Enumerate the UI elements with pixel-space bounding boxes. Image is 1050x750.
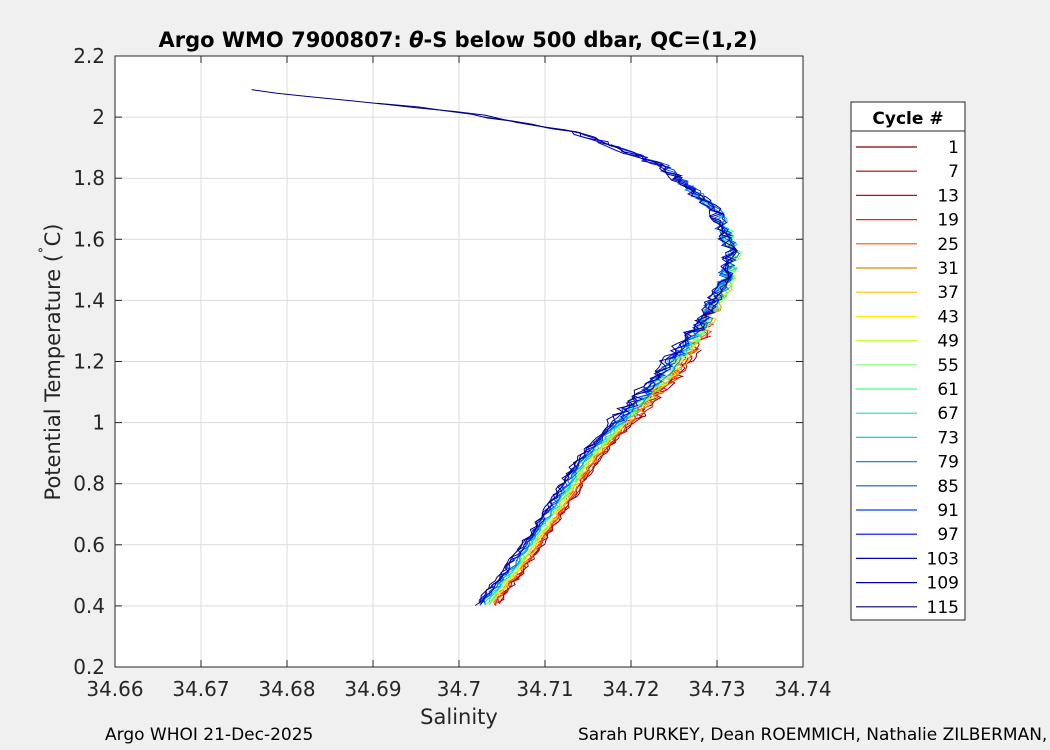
y-axis-label: Potential Temperature (˚C)	[38, 224, 65, 501]
legend-label-91: 91	[937, 501, 959, 521]
legend-label-67: 67	[937, 404, 959, 424]
y-label-end: C)	[41, 224, 65, 247]
y-tick-label: 1.2	[73, 350, 105, 374]
x-axis-label: Salinity	[420, 705, 498, 729]
y-label-degree: ˚	[38, 246, 56, 254]
profile-cycle-19	[495, 308, 717, 606]
legend-label-13: 13	[937, 186, 959, 206]
legend-label-61: 61	[937, 380, 959, 400]
title-prefix: Argo WMO 7900807:	[158, 28, 409, 52]
x-tick-label: 34.72	[602, 677, 659, 701]
legend-label-43: 43	[937, 307, 959, 327]
legend-label-79: 79	[937, 453, 959, 473]
x-tick-label: 34.74	[774, 677, 831, 701]
x-tick-label: 34.7	[437, 677, 482, 701]
footer-right: Sarah PURKEY, Dean ROEMMICH, Nathalie ZI…	[578, 725, 1050, 745]
profile-cycle-85	[479, 157, 740, 606]
legend-label-97: 97	[937, 525, 959, 545]
legend-label-1: 1	[948, 138, 959, 158]
y-tick-label: 1.4	[73, 288, 105, 312]
y-tick-label: 0.2	[73, 655, 105, 679]
legend-label-49: 49	[937, 332, 959, 352]
legend-label-55: 55	[937, 356, 959, 376]
y-tick-label: 1.6	[73, 227, 105, 251]
x-tick-label: 34.71	[516, 677, 573, 701]
y-tick-label: 0.8	[73, 472, 105, 496]
y-tick-label: 1	[92, 411, 105, 435]
y-tick-label: 2.2	[73, 44, 105, 68]
axis-ticks: 34.66 34.67 34.68 34.69 34.7 34.71 34.72 34.73 3…	[73, 44, 831, 701]
x-tick-label: 34.68	[258, 677, 315, 701]
legend-label-37: 37	[937, 283, 959, 303]
legend-title: Cycle #	[872, 109, 943, 129]
profile-curves	[251, 89, 743, 606]
chart-title: Argo WMO 7900807: θ-S below 500 dbar, QC…	[158, 28, 757, 52]
legend-label-103: 103	[927, 549, 959, 569]
x-tick-label: 34.73	[688, 677, 745, 701]
legend-label-19: 19	[937, 211, 959, 231]
y-label-start: Potential Temperature (	[41, 254, 65, 501]
y-tick-label: 0.4	[73, 594, 105, 618]
y-tick-label: 1.8	[73, 166, 105, 190]
x-tick-label: 34.69	[344, 677, 401, 701]
title-suffix: -S below 500 dbar, QC=(1,2)	[424, 28, 758, 52]
x-tick-label: 34.66	[86, 677, 143, 701]
title-theta: θ	[409, 28, 423, 52]
legend-label-73: 73	[937, 428, 959, 448]
legend-label-109: 109	[927, 574, 959, 594]
y-tick-label: 0.6	[73, 533, 105, 557]
x-tick-label: 34.67	[172, 677, 229, 701]
legend-label-85: 85	[937, 477, 959, 497]
profile-cycle-115	[251, 89, 738, 603]
legend-label-25: 25	[937, 235, 959, 255]
legend-label-115: 115	[927, 598, 959, 618]
legend-items: 1 7 13 19 25 31 37 43 49 55 61 67 73 79 85 91 97 103 109 11…	[856, 138, 959, 618]
y-tick-label: 2	[92, 105, 105, 129]
legend-label-31: 31	[937, 259, 959, 279]
legend-label-7: 7	[948, 162, 959, 182]
legend: Cycle # 1 7 13 19 25 31 37 43 49 55 61 67 73 79 85 91 97…	[850, 101, 966, 621]
footer-left: Argo WHOI 21-Dec-2025	[105, 725, 314, 745]
